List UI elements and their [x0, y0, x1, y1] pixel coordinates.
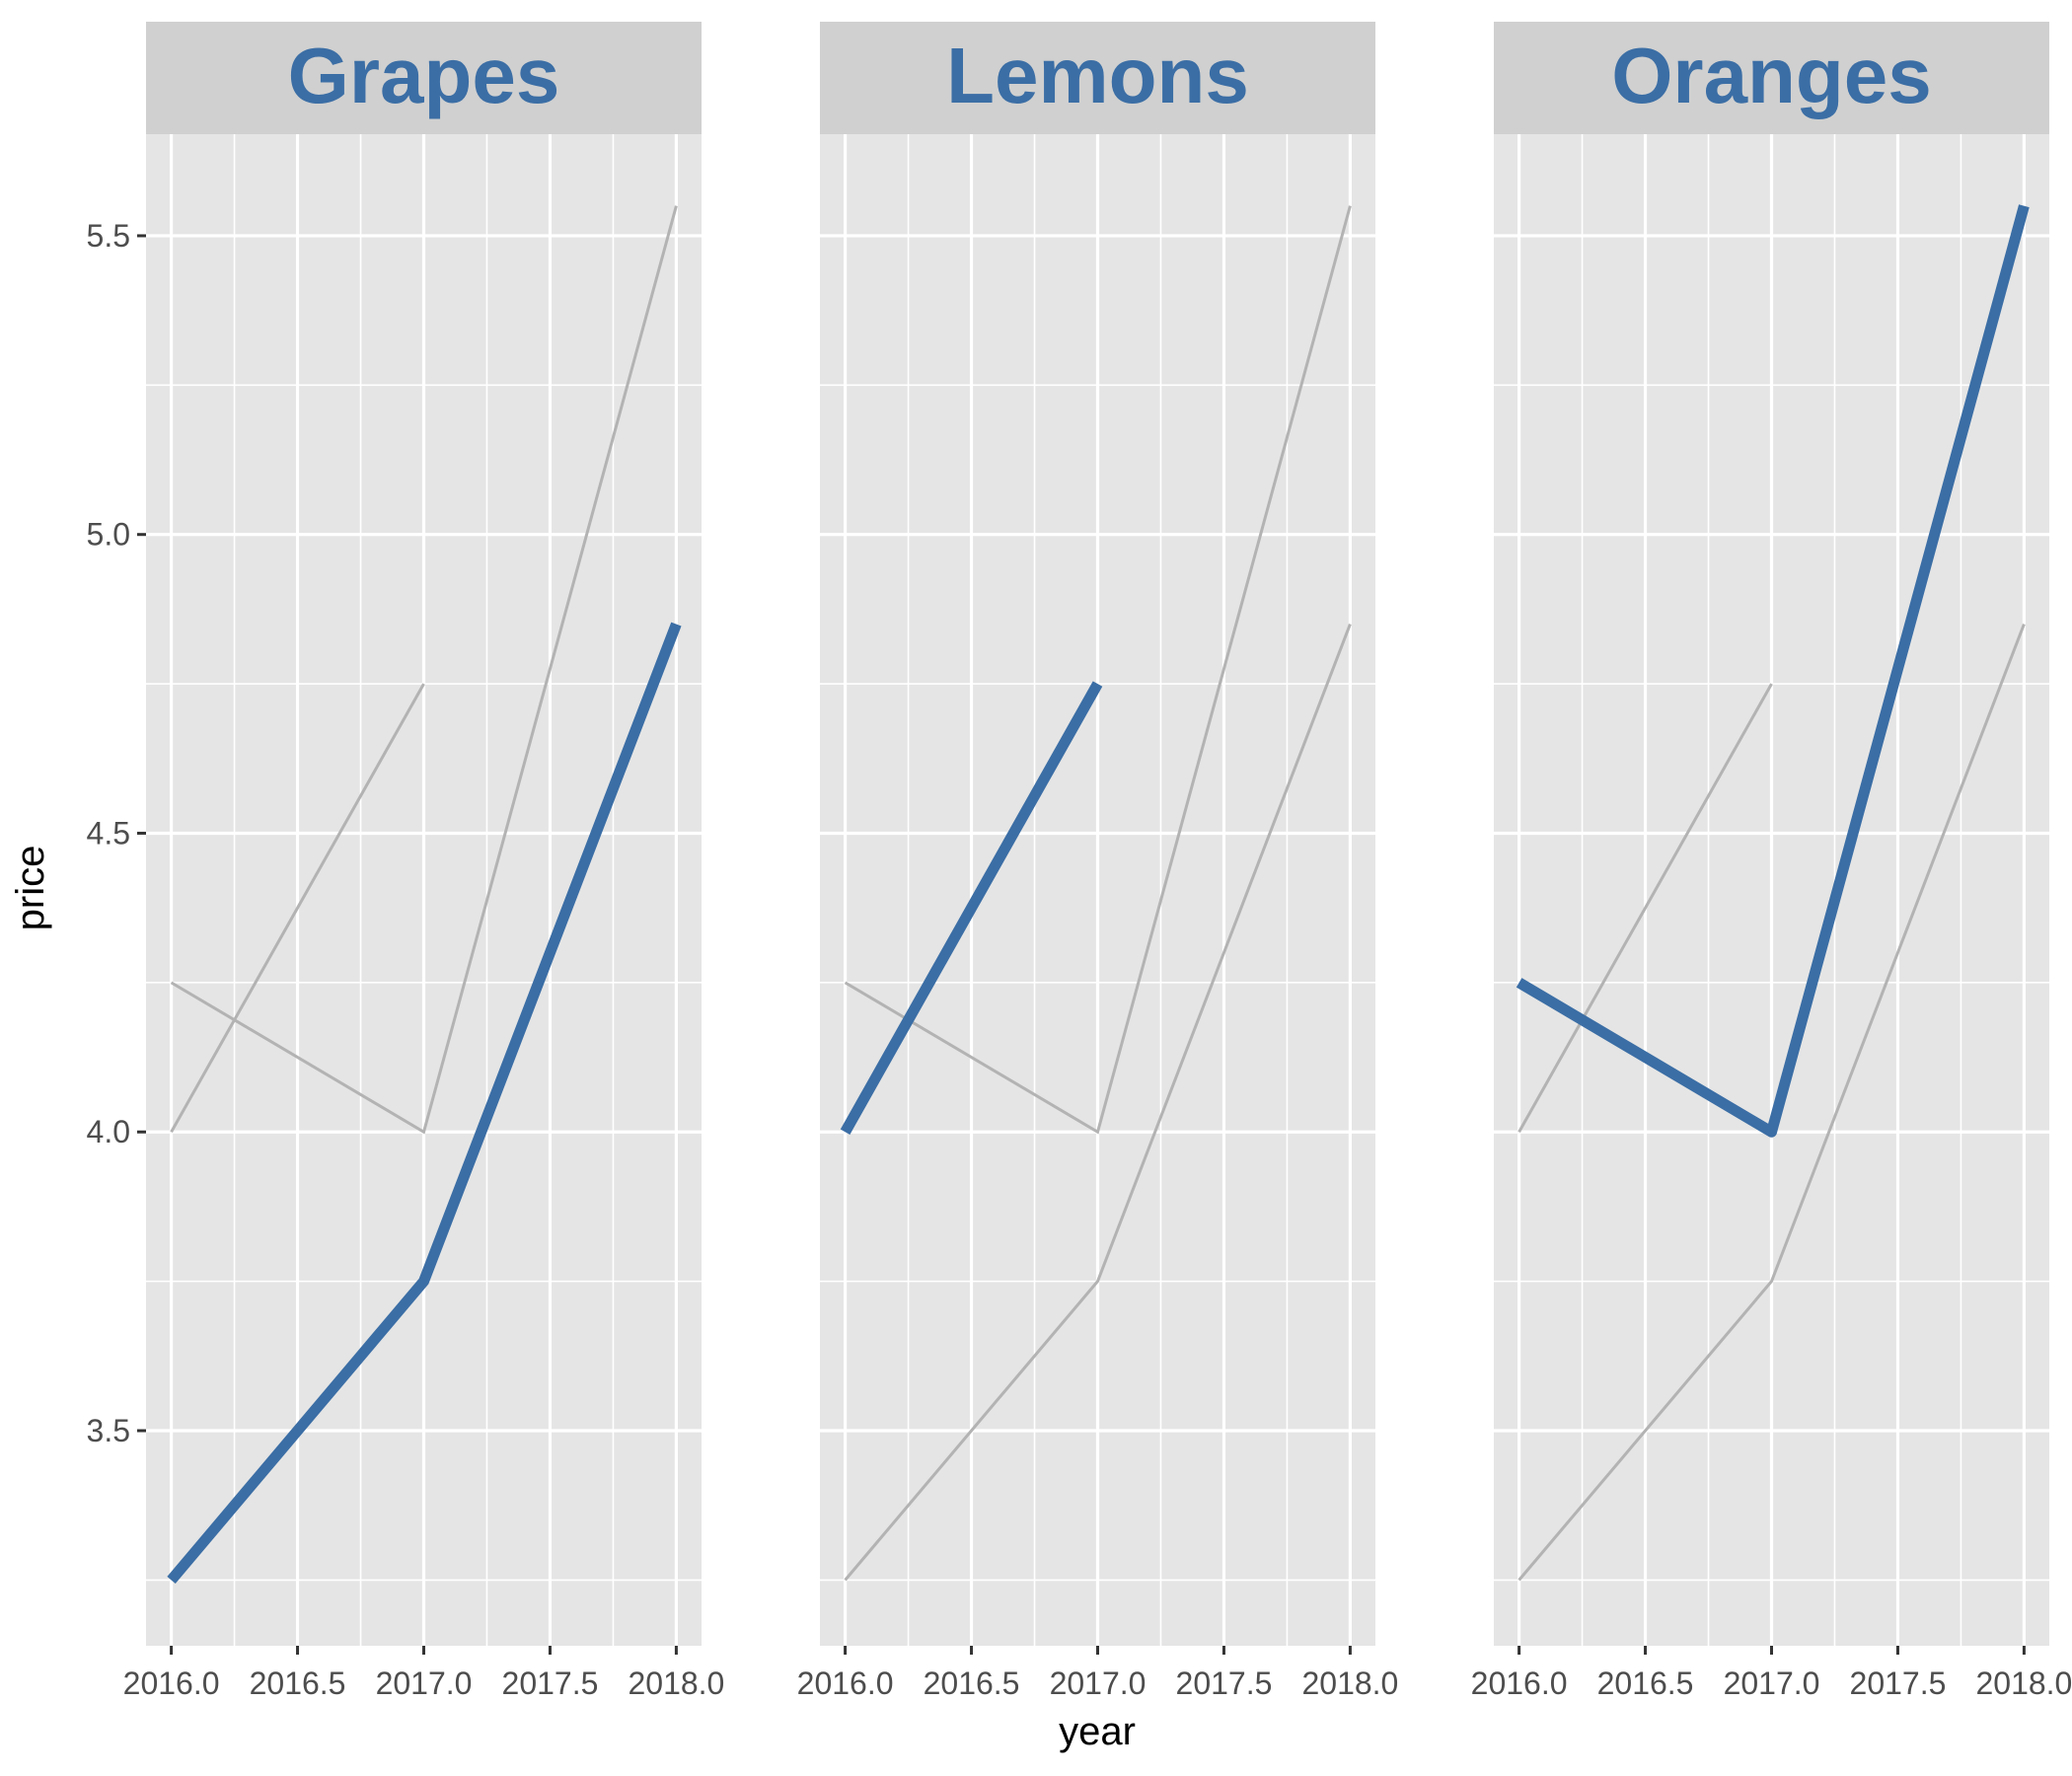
facet-strip [820, 22, 1375, 134]
background-series-line-lemons [1517, 683, 1773, 1133]
x-tick-label: 2018.0 [1975, 1665, 2072, 1701]
x-tick-label: 2017.0 [1050, 1665, 1147, 1701]
x-tick-label: 2017.5 [1850, 1665, 1947, 1701]
x-tick-label: 2018.0 [628, 1665, 724, 1701]
background-series-line-grapes [844, 623, 1352, 1582]
series-line-grapes [167, 622, 682, 1584]
x-tick-label: 2017.5 [1176, 1665, 1273, 1701]
y-axis: 3.5 4.0 4.5 5.0 5.5 [87, 218, 146, 1448]
x-tick-label: 2017.5 [502, 1665, 599, 1701]
x-tick-label: 2016.5 [1597, 1665, 1694, 1701]
facet-strip [1494, 22, 2049, 134]
facet-strip-label: Lemons [946, 32, 1249, 119]
series-line-lemons [840, 681, 1103, 1135]
facet-strip [146, 22, 702, 134]
y-tick-label: 5.0 [87, 517, 130, 553]
y-axis-title: price [9, 846, 52, 931]
x-tick-label: 2016.5 [924, 1665, 1020, 1701]
background-series-line-lemons [170, 683, 425, 1133]
x-tick-label: 2016.0 [797, 1665, 894, 1701]
y-tick-label: 4.5 [87, 815, 130, 851]
x-tick-label: 2016.0 [123, 1665, 220, 1701]
background-series-line-oranges [844, 205, 1352, 1135]
x-tick-label: 2017.0 [1724, 1665, 1820, 1701]
background-series-line-grapes [1517, 623, 2026, 1582]
x-tick-label: 2018.0 [1301, 1665, 1398, 1701]
facet-strip-label: Grapes [288, 32, 560, 119]
y-tick-label: 5.5 [87, 218, 130, 254]
series-line-oranges [1516, 204, 2030, 1138]
y-tick-label: 4.0 [87, 1114, 130, 1149]
x-axis-title: year [1059, 1710, 1136, 1753]
x-tick-label: 2017.0 [376, 1665, 473, 1701]
x-tick-label: 2016.0 [1471, 1665, 1568, 1701]
facet-strip-label: Oranges [1611, 32, 1932, 119]
background-series-line-oranges [170, 205, 678, 1135]
y-tick-label: 3.5 [87, 1413, 130, 1448]
facet-panel-grapes: Grapes 2016.0 2016.5 2017.0 2017.5 2018.0 [123, 22, 724, 1701]
facet-panel-lemons: Lemons 2016.0 2016.5 2017.0 2017.5 2018.0 [797, 22, 1398, 1701]
x-tick-label: 2016.5 [250, 1665, 346, 1701]
facet-panel-oranges: Oranges 2016.0 2016.5 2017.0 2017.5 2018.0 [1471, 22, 2072, 1701]
